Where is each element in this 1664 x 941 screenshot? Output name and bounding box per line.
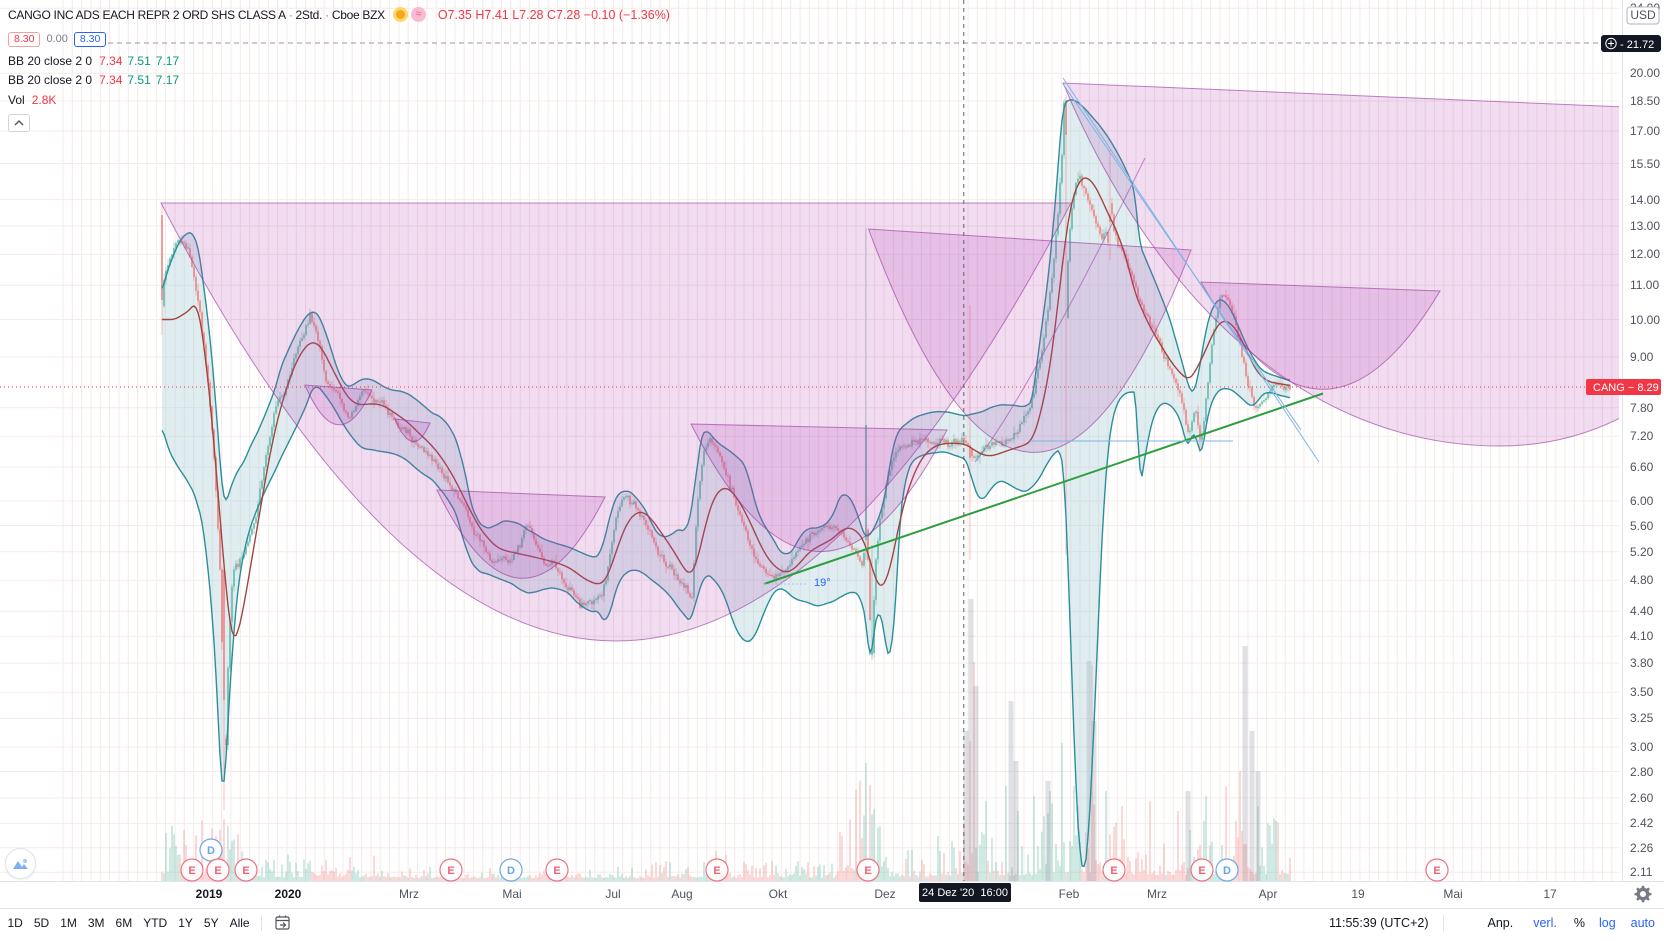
svg-text:E: E: [242, 865, 249, 877]
svg-text:7.80: 7.80: [1630, 401, 1654, 415]
svg-text:3.50: 3.50: [1630, 685, 1654, 699]
svg-text:E: E: [1198, 865, 1205, 877]
svg-text:Mrz: Mrz: [1147, 887, 1167, 901]
svg-text:E: E: [713, 865, 720, 877]
svg-text:2.42: 2.42: [1630, 816, 1654, 830]
svg-text:6.00: 6.00: [1630, 494, 1654, 508]
svg-text:3.25: 3.25: [1630, 711, 1654, 725]
svg-text:4.40: 4.40: [1630, 604, 1654, 618]
svg-text:2019: 2019: [196, 887, 223, 901]
svg-text:13.00: 13.00: [1630, 219, 1660, 233]
svg-text:D: D: [1223, 865, 1231, 877]
svg-text:Mrz: Mrz: [399, 887, 419, 901]
svg-text:E: E: [447, 865, 454, 877]
svg-text:E: E: [214, 865, 221, 877]
svg-text:5.60: 5.60: [1630, 519, 1654, 533]
svg-text:2020: 2020: [275, 887, 302, 901]
svg-text:E: E: [553, 865, 560, 877]
svg-text:4.80: 4.80: [1630, 573, 1654, 587]
svg-text:14.00: 14.00: [1630, 193, 1660, 207]
svg-text:Dez: Dez: [874, 887, 895, 901]
svg-text:19: 19: [1351, 887, 1365, 901]
svg-text:6.60: 6.60: [1630, 460, 1654, 474]
svg-text:CANG − 8.29: CANG − 8.29: [1593, 382, 1659, 394]
svg-text:4.10: 4.10: [1630, 629, 1654, 643]
svg-text:15.50: 15.50: [1630, 157, 1660, 171]
svg-text:24 Dez '20 16:00: 24 Dez '20 16:00: [922, 887, 1008, 899]
svg-text:Mai: Mai: [1443, 887, 1462, 901]
svg-text:D: D: [207, 845, 215, 857]
svg-text:3.00: 3.00: [1630, 740, 1654, 754]
svg-text:E: E: [864, 865, 871, 877]
svg-text:17.00: 17.00: [1630, 124, 1660, 138]
svg-text:3.80: 3.80: [1630, 656, 1654, 670]
svg-text:E: E: [1433, 865, 1440, 877]
svg-text:19°: 19°: [814, 577, 831, 589]
svg-text:D: D: [507, 865, 515, 877]
svg-text:- 21.72: - 21.72: [1620, 39, 1654, 51]
svg-text:Feb: Feb: [1059, 887, 1080, 901]
svg-text:5.20: 5.20: [1630, 545, 1654, 559]
svg-text:Aug: Aug: [671, 887, 692, 901]
svg-text:11.00: 11.00: [1630, 278, 1659, 292]
svg-text:E: E: [1110, 865, 1117, 877]
svg-text:2.11: 2.11: [1630, 865, 1653, 879]
svg-text:12.00: 12.00: [1630, 247, 1660, 261]
svg-text:17: 17: [1543, 887, 1557, 901]
svg-text:2.60: 2.60: [1630, 791, 1654, 805]
svg-text:Okt: Okt: [769, 887, 788, 901]
svg-text:Mai: Mai: [502, 887, 521, 901]
svg-text:2.26: 2.26: [1630, 841, 1654, 855]
svg-text:10.00: 10.00: [1630, 313, 1660, 327]
svg-text:Jul: Jul: [605, 887, 620, 901]
svg-text:7.20: 7.20: [1630, 429, 1654, 443]
svg-text:9.00: 9.00: [1630, 350, 1654, 364]
svg-text:20.00: 20.00: [1630, 66, 1660, 80]
svg-text:USD: USD: [1630, 8, 1656, 22]
svg-text:2.80: 2.80: [1630, 765, 1654, 779]
svg-text:18.50: 18.50: [1630, 94, 1660, 108]
svg-text:Apr: Apr: [1259, 887, 1278, 901]
svg-text:E: E: [188, 865, 195, 877]
